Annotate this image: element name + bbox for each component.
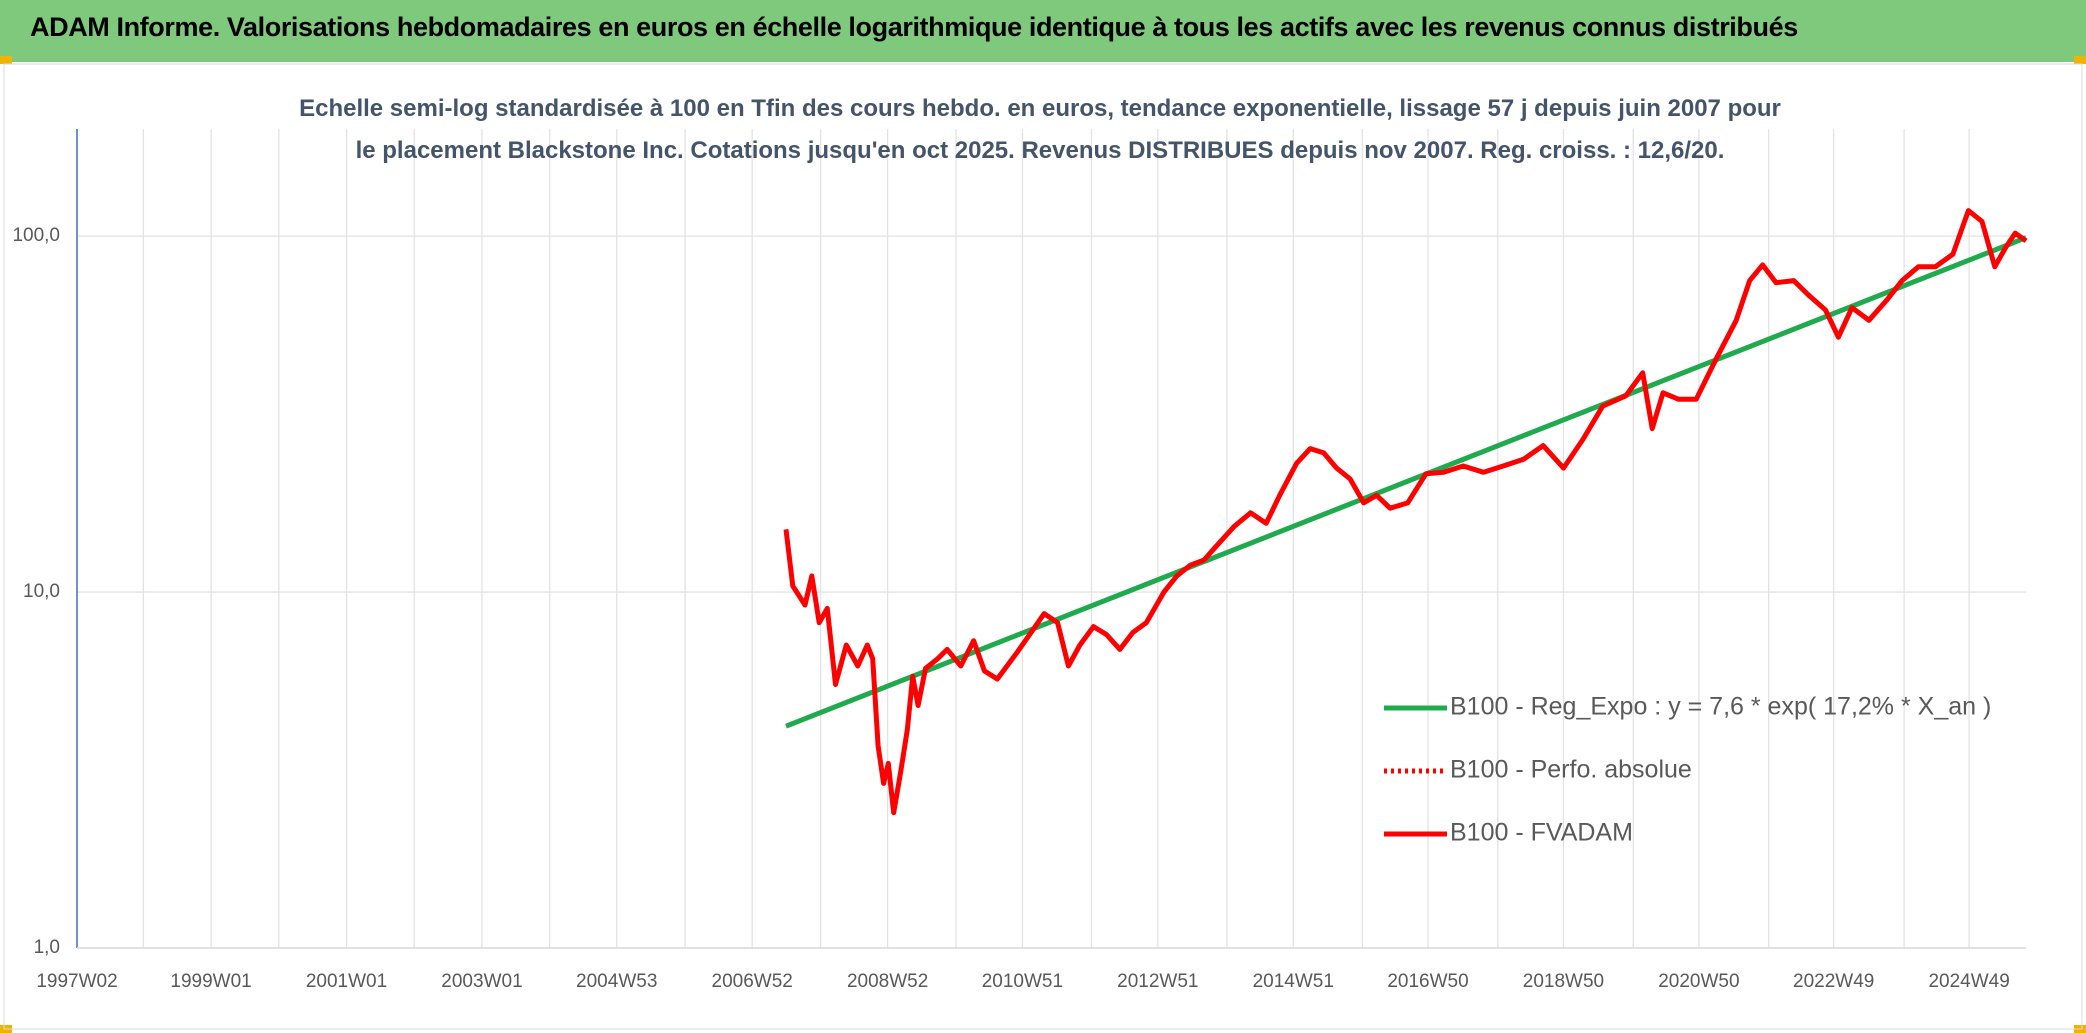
legend-label: B100 - Reg_Expo : y = 7,6 * exp( 17,2% *… [1450,693,1991,721]
header-bar: ADAM Informe. Valorisations hebdomadaire… [0,0,2086,62]
chart-frame [3,63,2083,1030]
series-line [785,235,2027,729]
x-tick-label: 2016W50 [1387,971,1468,992]
series-line [784,208,2028,815]
series-line [783,208,2028,816]
x-tick-label: 2006W52 [712,971,793,992]
legend-label: B100 - Perfo. absolue [1450,756,1692,784]
x-tick-label: 2014W51 [1253,971,1334,992]
header-title: ADAM Informe. Valorisations hebdomadaire… [30,12,1798,42]
chart-title: Echelle semi-log standardisée à 100 en T… [299,95,1781,164]
x-tick-label: 2004W53 [576,971,657,992]
y-tick-label: 1,0 [34,937,60,958]
x-tick-label: 2008W52 [847,971,928,992]
corner [0,56,12,64]
legend-label: B100 - FVADAM [1450,819,1633,847]
x-tick-label: 2022W49 [1793,971,1874,992]
x-tick-label: 1999W01 [170,971,251,992]
x-tick-label: 2003W01 [441,971,522,992]
x-tick-label: 2018W50 [1523,971,1604,992]
corner [2074,56,2086,64]
x-tick-label: 2020W50 [1658,971,1739,992]
x-tick-label: 2010W51 [982,971,1063,992]
y-tick-label: 100,0 [12,225,60,246]
x-tick-label: 1997W02 [36,971,117,992]
x-tick-label: 2001W01 [306,971,387,992]
x-tick-label: 2024W49 [1928,971,2009,992]
x-tick-label: 2012W51 [1117,971,1198,992]
y-tick-label: 10,0 [23,581,60,602]
